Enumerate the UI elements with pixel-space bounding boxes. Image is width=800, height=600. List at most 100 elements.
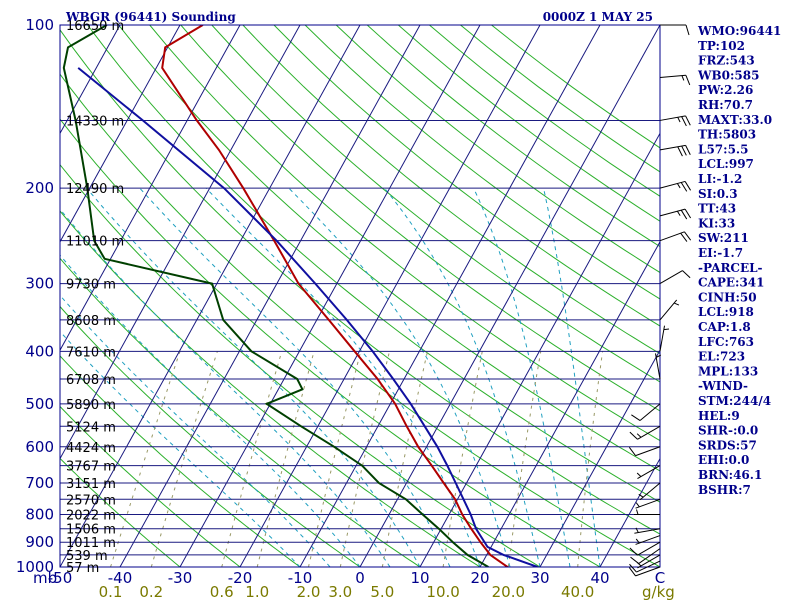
height-label: 3151 m [66,477,116,492]
wind-barb-staff [659,74,686,79]
wind-barb-staff [659,144,686,151]
wind-barb-flag [684,208,692,219]
sounding-index: MAXT:33.0 [698,113,772,127]
wind-barb-staff [639,403,661,421]
wind-barb [629,560,661,573]
temperature-tick-label: -30 [168,569,193,587]
isobars [60,25,660,567]
wind-barb [659,231,692,242]
temperature-tick-label: -40 [108,569,133,587]
wind-barb [654,353,662,380]
sounding-index: HEL:9 [698,409,740,423]
parcel-profile-line [77,67,538,567]
mixing-ratio-tick-label: 0.1 [99,583,123,600]
temperature-tick-label: 0 [355,569,365,587]
wind-barb-staff [659,115,686,121]
wind-barb-flag [685,24,690,36]
mixing-ratio-tick-label: 0.2 [139,583,163,600]
wind-barb [635,498,661,509]
height-label: 7610 m [66,345,116,360]
sounding-index: BSHR:7 [698,483,751,497]
moist-adiabat-line [86,187,421,567]
sounding-index: CAPE:341 [698,276,765,290]
wind-barb [659,180,692,192]
wind-barb-flag [685,75,691,86]
wind-barb-staff [635,498,661,509]
isotherm-line [359,25,660,567]
sounding-index: WMO:96441 [697,24,781,38]
wind-barb-staff [659,325,666,352]
sounding-indices: WMO:96441TP:102FRZ:543WB0:585PW:2.26RH:7… [697,24,781,497]
sounding-index: -WIND- [698,379,748,393]
wind-barb [659,115,691,127]
wind-barb-staff [637,425,661,440]
sounding-index: WB0:585 [697,68,759,82]
sounding-index: SRDS:57 [698,438,757,452]
wind-barb-half-flag [636,472,642,477]
sounding-index: STM:244/4 [698,394,771,408]
sounding-index: EI:-1.7 [698,246,743,260]
mixing-ratio-tick-label: 2.0 [297,583,321,600]
sounding-index: EL:723 [698,350,745,364]
sounding-index: LFC:763 [698,335,754,349]
height-label: 14330 m [66,114,124,129]
height-label: 3767 m [66,460,116,475]
wind-barb [635,535,661,545]
wind-barb [659,299,680,321]
height-label: 57 m [66,561,99,576]
wind-barb-flag [685,115,691,126]
moist-adiabat-line [288,187,511,567]
height-labels: 16650 m 14330 m 12490 m 11010 m 9730 m 8608 m… [66,19,124,576]
isotherm-line [599,457,660,567]
pressure-tick-label: 200 [25,179,54,197]
temperature-tick-label: C [655,569,665,587]
wind-barb [629,541,661,556]
moist-adiabat-line [205,187,481,567]
sounding-index: CAP:1.8 [698,320,751,334]
wind-barb-half-flag [681,75,685,81]
wind-barb [634,527,661,534]
temperature-tick-label: 20 [470,569,489,587]
temperature-tick-label: -50 [48,569,73,587]
mixing-ratio-line [256,351,315,567]
height-label: 5890 m [66,398,116,413]
sounding-index: CINH:50 [698,290,757,304]
wind-barb-staff [659,208,686,217]
wind-barb [629,425,661,440]
dry-adiabats [60,25,660,567]
wind-barb-staff [638,548,661,564]
isotherm-line [479,240,660,567]
wind-barb-flag [682,270,691,279]
wind-barb-flag [628,567,636,577]
temperature-tick-label: -20 [228,569,253,587]
mixing-ratio-unit-label: g/kg [642,583,675,600]
sounding-index: MPL:133 [698,364,758,378]
pressure-tick-label: 500 [25,395,54,413]
mixing-ratio-tick-label: 5.0 [370,583,394,600]
wind-barb-half-flag [635,538,640,544]
wind-barb-staff [659,180,686,189]
wind-barb [636,465,661,480]
wind-barb-flag [629,563,637,573]
height-label: 4424 m [66,441,116,456]
wind-barb-staff [659,299,678,321]
wind-barb-flag [680,209,688,220]
isotherm-line [299,25,601,567]
isotherm-line [239,25,541,567]
mixing-ratio-tick-label: 3.0 [328,583,352,600]
pressure-tick-label: 900 [25,533,54,551]
sounding-index: FRZ:543 [698,54,755,68]
wind-barb-half-flag [676,183,681,189]
wind-barb [659,270,691,285]
wind-barb-half-flag [655,354,662,358]
wind-barb-staff [639,482,661,501]
isotherm-line [60,25,361,567]
height-label: 16650 m [66,19,124,34]
height-label: 6708 m [66,373,116,388]
isotherm-line [179,25,481,567]
wind-barb [659,325,670,352]
height-label: 539 m [66,549,108,564]
wind-barb-flag [630,556,640,564]
sounding-index: LI:-1.2 [698,172,742,186]
